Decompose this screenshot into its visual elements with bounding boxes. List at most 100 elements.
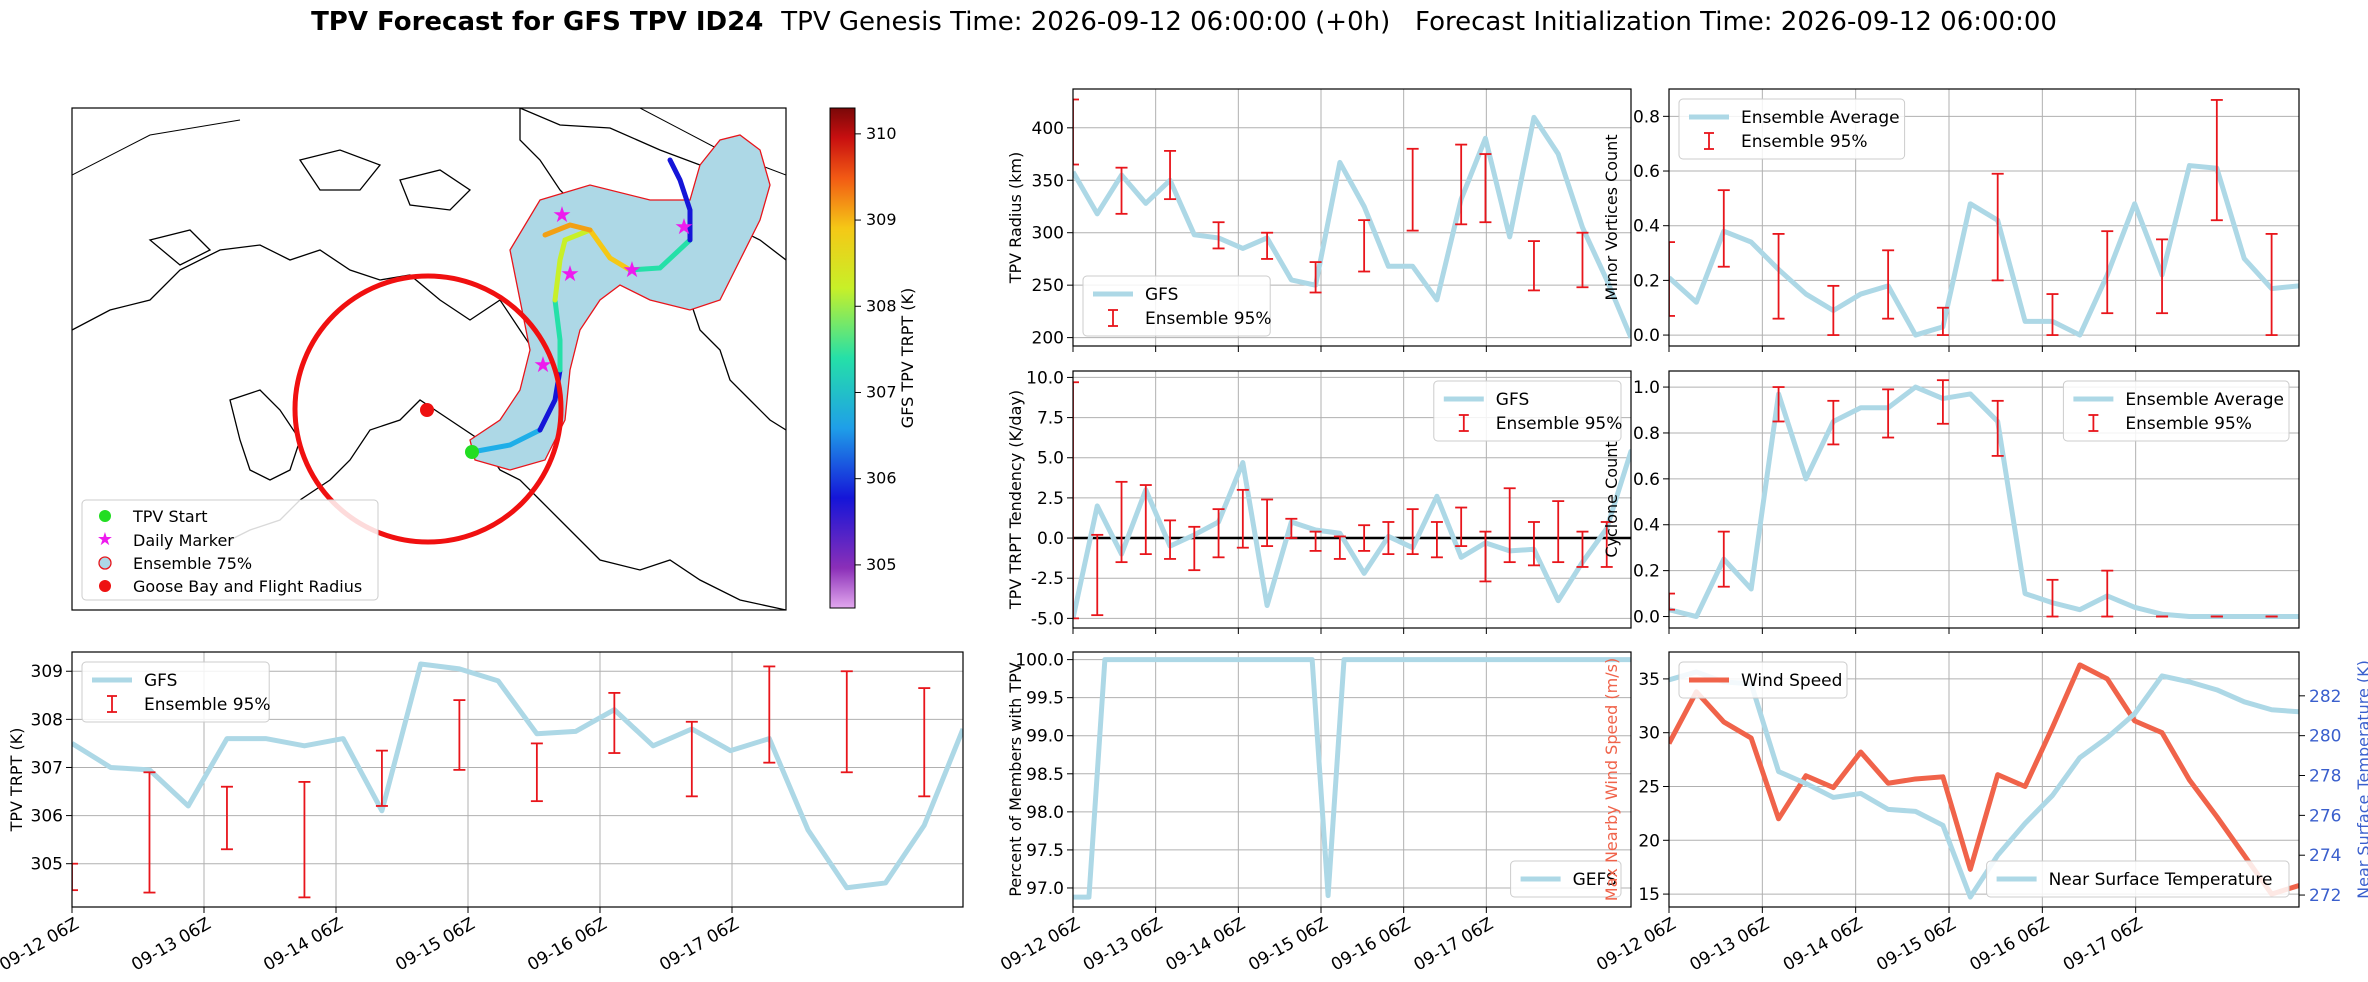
- colorbar-tick-label: 307: [866, 382, 897, 401]
- errorbar: [1285, 517, 1298, 539]
- x-tick-label: 09-14 06Z: [1163, 914, 1249, 975]
- errorbar: [1936, 306, 1949, 336]
- ensemble-75-region: [469, 134, 771, 471]
- legend-errorbar-icon: [2088, 414, 2099, 432]
- x-tick-label: 09-17 06Z: [1411, 914, 1497, 975]
- errorbar: [2046, 293, 2059, 336]
- plot-area: [1073, 98, 1631, 339]
- x-tick-label: 09-15 06Z: [1245, 914, 1331, 975]
- y-tick-label: 97.0: [1026, 879, 1064, 899]
- y-tick-label: 305: [31, 855, 63, 875]
- coastline-hudson: [229, 389, 301, 481]
- legend: Near Surface Temperature: [1986, 860, 2290, 898]
- errorbar: [1358, 219, 1371, 273]
- errorbar: [608, 691, 621, 754]
- errorbar: [1827, 284, 1840, 336]
- errorbar: [1479, 530, 1492, 583]
- x-tick-label: 09-16 06Z: [1967, 914, 2053, 975]
- errorbar: [1164, 149, 1177, 201]
- daily-marker: ★: [674, 215, 694, 240]
- errorbar: [1188, 525, 1201, 572]
- legend-box: [1678, 98, 1906, 160]
- y-tick-label: 0.0: [1633, 608, 1660, 628]
- x-tick-label: 09-14 06Z: [260, 914, 346, 975]
- errorbar: [1669, 241, 1675, 317]
- y-tick-label: 99.5: [1026, 689, 1064, 709]
- x-tick-label: 09-17 06Z: [2060, 914, 2146, 975]
- map-legend: TPV Start ★ Daily Marker Ensemble 75% Go…: [81, 499, 379, 601]
- y-tick-label: 200: [1032, 329, 1064, 349]
- legend-label: GFS: [1145, 285, 1178, 305]
- y2-tick-label: 278: [2309, 767, 2341, 787]
- axes-frame: [1668, 651, 2300, 908]
- axes-frame: [1668, 370, 2300, 629]
- errorbar: [1991, 399, 2004, 457]
- y-tick-label: 0.0: [1633, 326, 1660, 346]
- legend: Ensemble Average Ensemble 95%: [2062, 380, 2290, 442]
- y-tick-label: 100.0: [1015, 651, 1064, 671]
- errorbar: [1164, 519, 1177, 560]
- coastline-islands: [148, 149, 472, 266]
- errorbar: [220, 785, 233, 851]
- legend-box: [2062, 380, 2290, 442]
- legend-label: GEFS: [1573, 870, 1617, 890]
- axes-frame: [1072, 370, 1632, 629]
- y-tick-label: 0.0: [1037, 529, 1064, 549]
- y-tick-label: 0.2: [1633, 271, 1660, 291]
- legend-label: Near Surface Temperature: [2049, 870, 2273, 890]
- errorbar: [1212, 508, 1225, 559]
- x-tick-label: 09-15 06Z: [392, 914, 478, 975]
- series-line-gfs: [1073, 114, 1631, 339]
- errorbar: [1455, 506, 1468, 547]
- y-axis-label: Max Nearby Wind Speed (m/s): [1602, 658, 1621, 901]
- legend-errorbar-icon: [1458, 414, 1469, 432]
- y-tick-label: 1.0: [1633, 378, 1660, 398]
- errorbar: [1358, 524, 1371, 552]
- y-tick-label: 99.0: [1026, 727, 1064, 747]
- errorbar: [1406, 508, 1419, 556]
- y-tick-label: 0.6: [1633, 162, 1660, 182]
- x-tick-label: 09-13 06Z: [1080, 914, 1166, 975]
- legend-box: [1433, 380, 1622, 442]
- errorbar: [1527, 521, 1540, 567]
- errorbar: [1527, 240, 1540, 292]
- legend-box: [81, 661, 270, 723]
- errorbar: [1073, 98, 1079, 166]
- y-axis-label: Percent of Members with TPV: [1006, 662, 1025, 896]
- plot-area: [1669, 662, 2299, 900]
- legend-box: [1510, 860, 1622, 898]
- y-axis-label: TPV TRPT Tendency (K/day): [1006, 390, 1025, 610]
- y-tick-label: 308: [31, 710, 63, 730]
- colorbar-tick-label: 310: [866, 124, 897, 143]
- errorbar: [1139, 484, 1152, 556]
- legend-label: Ensemble 95%: [144, 695, 271, 715]
- axes-frame: [1668, 88, 2300, 347]
- y-tick-label: 0.4: [1633, 217, 1660, 237]
- series-line-ensemble-average: [1669, 163, 2299, 338]
- y-tick-label: 7.5: [1037, 409, 1064, 429]
- y2-tick-label: 276: [2309, 806, 2341, 826]
- legend-label: Ensemble 95%: [1145, 309, 1272, 329]
- legend-label: GFS: [144, 671, 177, 691]
- plot-area: [72, 661, 963, 899]
- errorbar: [763, 665, 776, 764]
- colorbar-tick-label: 306: [866, 469, 897, 488]
- plot-area: [1073, 381, 1631, 620]
- legend-box: [1986, 860, 2290, 898]
- y2-tick-label: 274: [2309, 846, 2341, 866]
- legend-errorbar-icon: [1704, 132, 1714, 150]
- errorbar: [1406, 147, 1419, 232]
- series-line-gefs: [1073, 657, 1631, 900]
- errorbar: [685, 720, 698, 798]
- tpv-start-marker: [465, 445, 479, 459]
- y-tick-label: 250: [1032, 276, 1064, 296]
- x-tick-label: 09-16 06Z: [524, 914, 610, 975]
- errorbar: [840, 670, 853, 774]
- legend-tpv-start: TPV Start: [132, 507, 208, 526]
- chart-cyclone: 0.0 0.2 0.4 0.6 0.8 1.0 Cyclone Count Ensemble …: [1602, 370, 2300, 634]
- legend: GFS Ensemble 95%: [1082, 275, 1272, 337]
- y-tick-label: -2.5: [1031, 569, 1064, 589]
- legend-ensemble-75: Ensemble 75%: [133, 554, 252, 573]
- x-tick-label: 09-15 06Z: [1873, 914, 1959, 975]
- y-tick-label: 0.4: [1633, 516, 1660, 536]
